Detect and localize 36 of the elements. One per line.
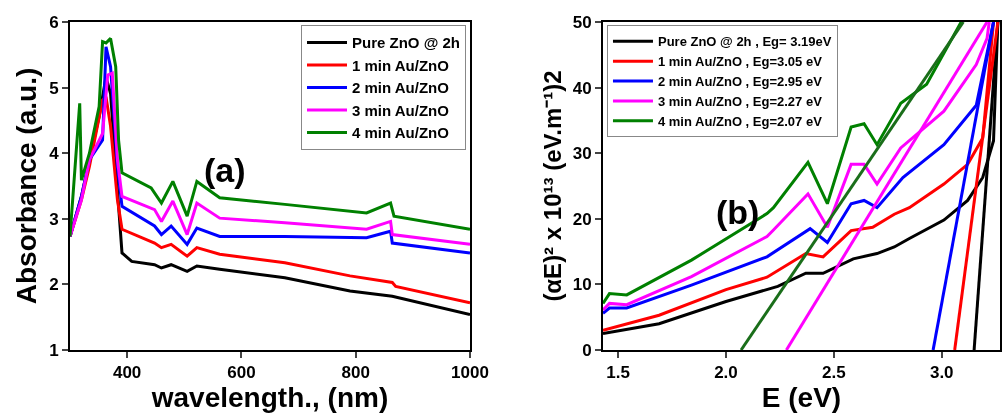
annotation: (b) [716,193,760,231]
y-tick-label: 40 [572,78,592,98]
y-tick-label: 30 [572,144,592,164]
y-tick-label: 3 [49,209,59,229]
legend-label: 1 min Au/ZnO [352,56,450,74]
legend-label: 3 min Au/ZnO , Eg=2.27 eV [657,94,823,109]
legend-label: Pure ZnO @ 2h [352,34,460,52]
x-tick-label: 1.5 [606,363,630,383]
y-tick-label: 2 [49,275,59,295]
x-tick-label: 600 [227,363,256,383]
legend-label: 3 min Au/ZnO [352,101,450,119]
x-axis-title: wavelength., (nm) [150,382,389,414]
y-axis-title: Absorbance (a.u.) [11,67,43,305]
x-axis-title: E (eV) [761,382,842,414]
y-tick-label: 0 [582,340,592,360]
y-tick-label: 50 [572,12,592,32]
annotation: (a) [204,151,246,189]
legend-label: 2 min Au/ZnO , Eg=2.95 eV [657,74,823,90]
y-tick-label: 6 [49,12,59,32]
y-axis-title: (αE)² x 10¹³ (eV.m⁻¹)2 [539,70,567,302]
legend-label: 1 min Au/ZnO , Eg=3.05 eV [657,54,823,70]
x-tick-label: 800 [341,363,370,383]
y-tick-label: 20 [572,209,592,229]
y-tick-label: 4 [49,144,60,164]
legend-label: 4 min Au/ZnO [352,124,450,142]
legend-label: 4 min Au/ZnO , Eg=2.07 eV [657,113,823,129]
x-tick-label: 2.0 [714,363,738,383]
legend-label: 2 min Au/ZnO [352,79,450,97]
y-tick-label: 1 [49,340,59,360]
x-tick-label: 400 [112,363,142,383]
x-tick-label: 1000 [451,363,489,383]
x-tick-label: 2.5 [822,363,846,383]
y-tick-label: 5 [49,78,59,98]
legend-label: Pure ZnO @ 2h , Eg= 3.19eV [657,34,832,50]
x-tick-label: 3.0 [929,363,954,383]
y-tick-label: 10 [572,275,592,295]
